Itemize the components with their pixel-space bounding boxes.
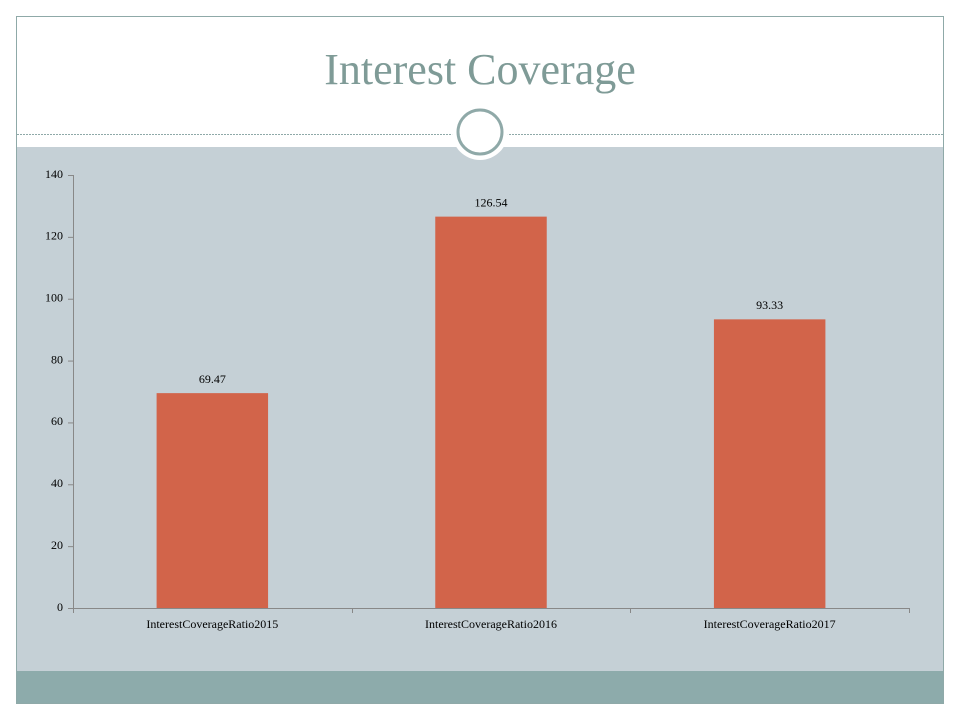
bar bbox=[156, 393, 269, 608]
bar bbox=[713, 319, 826, 608]
y-tick-label: 80 bbox=[51, 352, 63, 366]
data-label: 69.47 bbox=[199, 372, 226, 386]
y-tick-label: 120 bbox=[45, 229, 63, 243]
y-tick-label: 40 bbox=[51, 476, 63, 490]
footer-band bbox=[17, 671, 943, 703]
y-tick-label: 60 bbox=[51, 414, 63, 428]
data-label: 93.33 bbox=[756, 298, 783, 312]
chart-title: Interest Coverage bbox=[324, 45, 636, 94]
x-tick-label: InterestCoverageRatio2015 bbox=[146, 617, 278, 631]
divider-ornament bbox=[456, 108, 504, 156]
data-label: 126.54 bbox=[475, 195, 508, 209]
x-tick-label: InterestCoverageRatio2016 bbox=[425, 617, 557, 631]
y-tick-label: 100 bbox=[45, 290, 63, 304]
x-tick-label: InterestCoverageRatio2017 bbox=[704, 617, 836, 631]
y-tick-label: 20 bbox=[51, 538, 63, 552]
y-tick-label: 140 bbox=[45, 167, 63, 181]
bar bbox=[435, 216, 547, 608]
y-tick-label: 0 bbox=[57, 600, 63, 614]
